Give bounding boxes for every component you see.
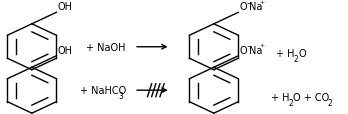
Text: O: O — [239, 45, 247, 55]
Text: OH: OH — [57, 45, 72, 55]
Text: O: O — [239, 2, 247, 12]
Text: Na: Na — [250, 45, 263, 55]
Text: OH: OH — [57, 2, 72, 12]
Text: O: O — [298, 49, 306, 59]
Text: +: + — [259, 43, 264, 48]
Text: −: − — [246, 0, 251, 5]
Text: + H: + H — [271, 92, 290, 102]
Text: 2: 2 — [327, 98, 332, 107]
Text: + H: + H — [276, 49, 295, 59]
Text: 3: 3 — [119, 91, 124, 100]
Text: 2: 2 — [294, 55, 299, 64]
Text: 2: 2 — [289, 98, 293, 107]
Text: O + CO: O + CO — [293, 92, 329, 102]
Text: + NaHCO: + NaHCO — [80, 86, 127, 95]
Text: + NaOH: + NaOH — [86, 42, 125, 52]
Text: +: + — [259, 0, 264, 5]
Text: −: − — [246, 43, 251, 48]
Text: Na: Na — [250, 2, 263, 12]
